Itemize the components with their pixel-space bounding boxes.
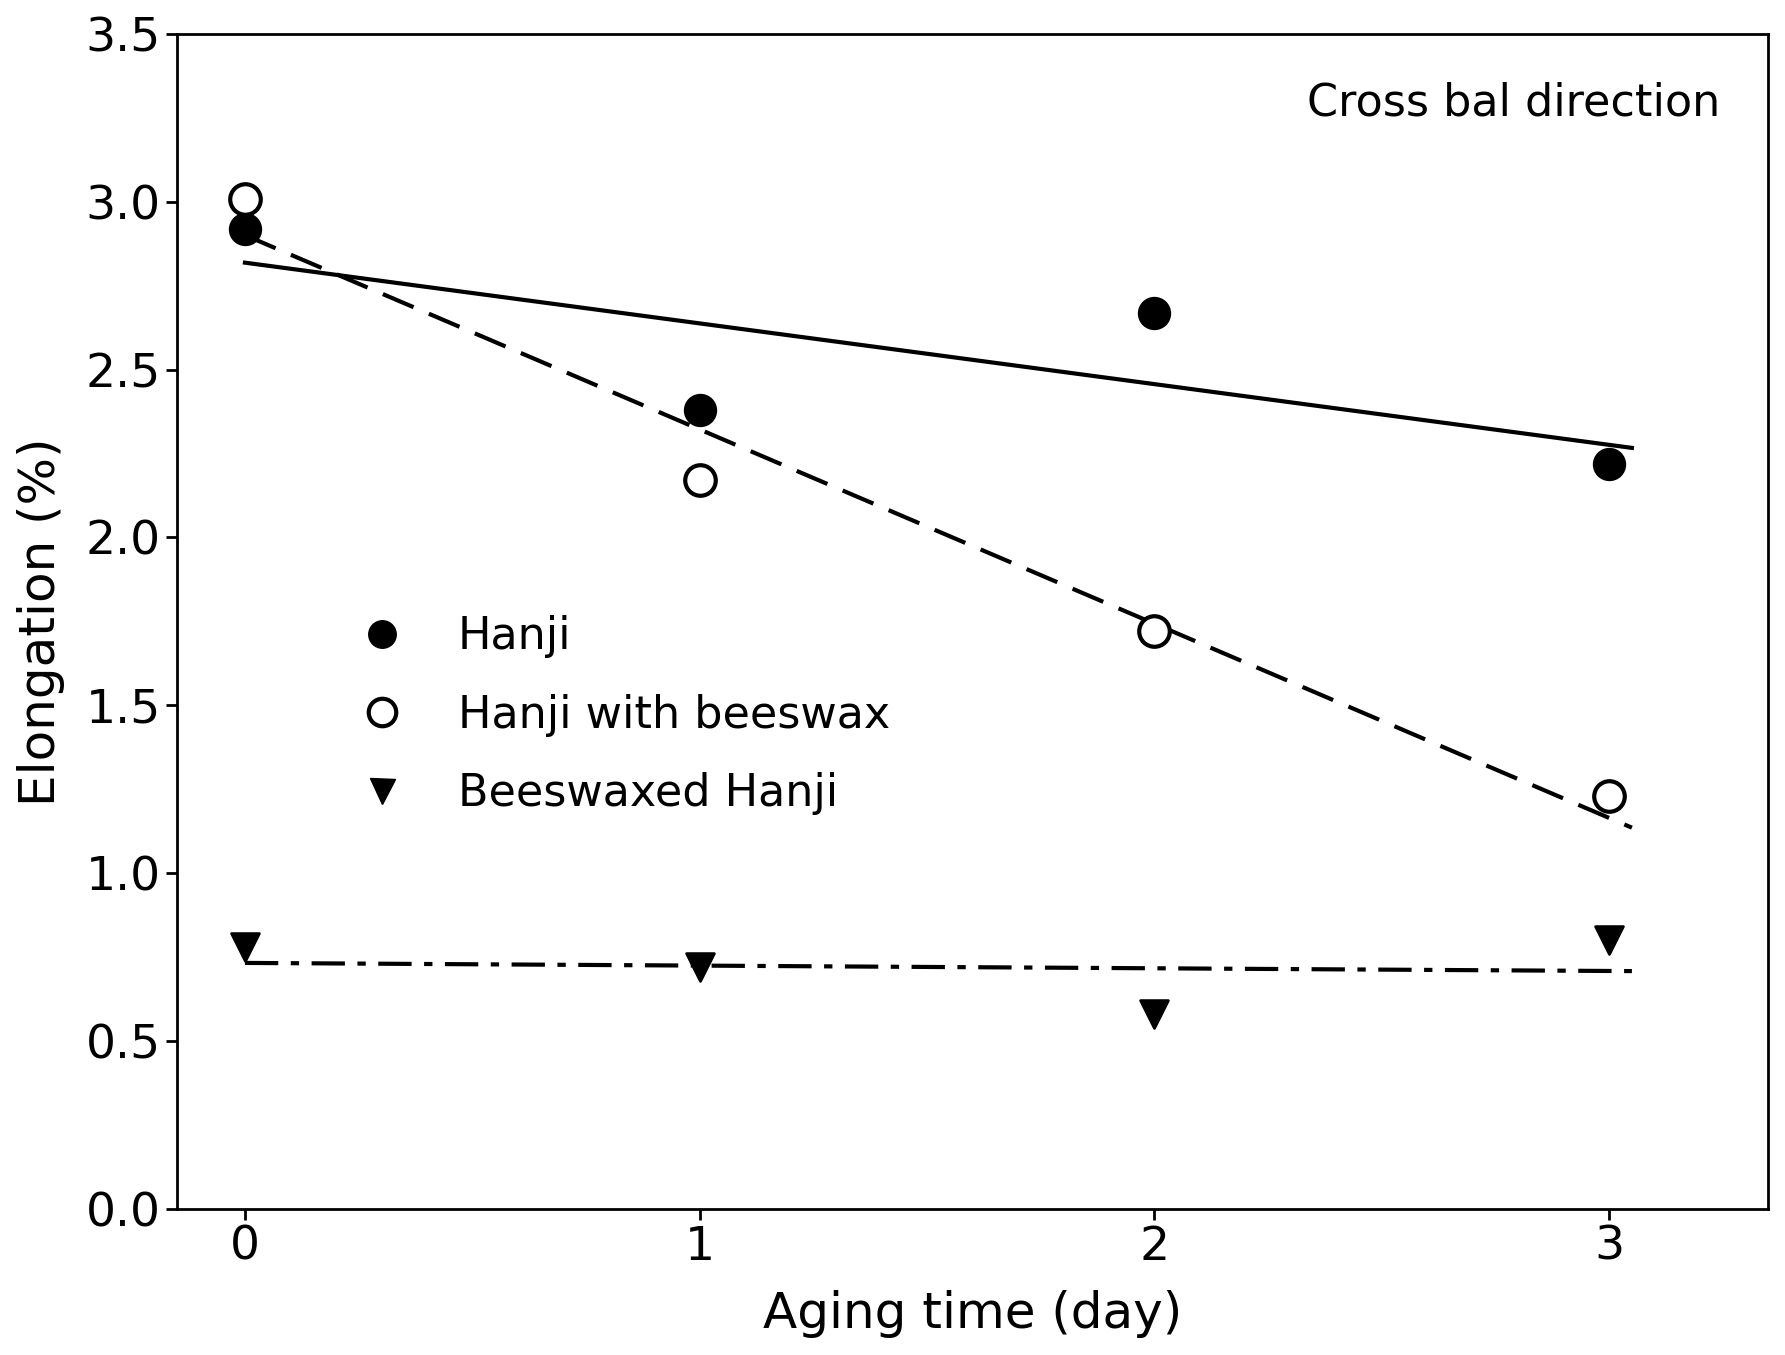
Point — [1594, 453, 1623, 474]
Point — [685, 957, 714, 978]
Point — [230, 218, 259, 240]
Point — [1594, 785, 1623, 806]
Y-axis label: Elongation (%): Elongation (%) — [16, 438, 64, 806]
Text: Cross bal direction: Cross bal direction — [1307, 81, 1721, 125]
X-axis label: Aging time (day): Aging time (day) — [762, 1290, 1182, 1339]
Point — [1141, 621, 1169, 642]
Point — [1141, 1003, 1169, 1024]
Point — [685, 470, 714, 492]
Point — [685, 400, 714, 421]
Point — [1594, 930, 1623, 951]
Point — [230, 936, 259, 958]
Point — [1141, 302, 1169, 324]
Legend: Hanji, Hanji with beeswax, Beeswaxed Hanji: Hanji, Hanji with beeswax, Beeswaxed Han… — [343, 598, 909, 833]
Point — [230, 188, 259, 210]
